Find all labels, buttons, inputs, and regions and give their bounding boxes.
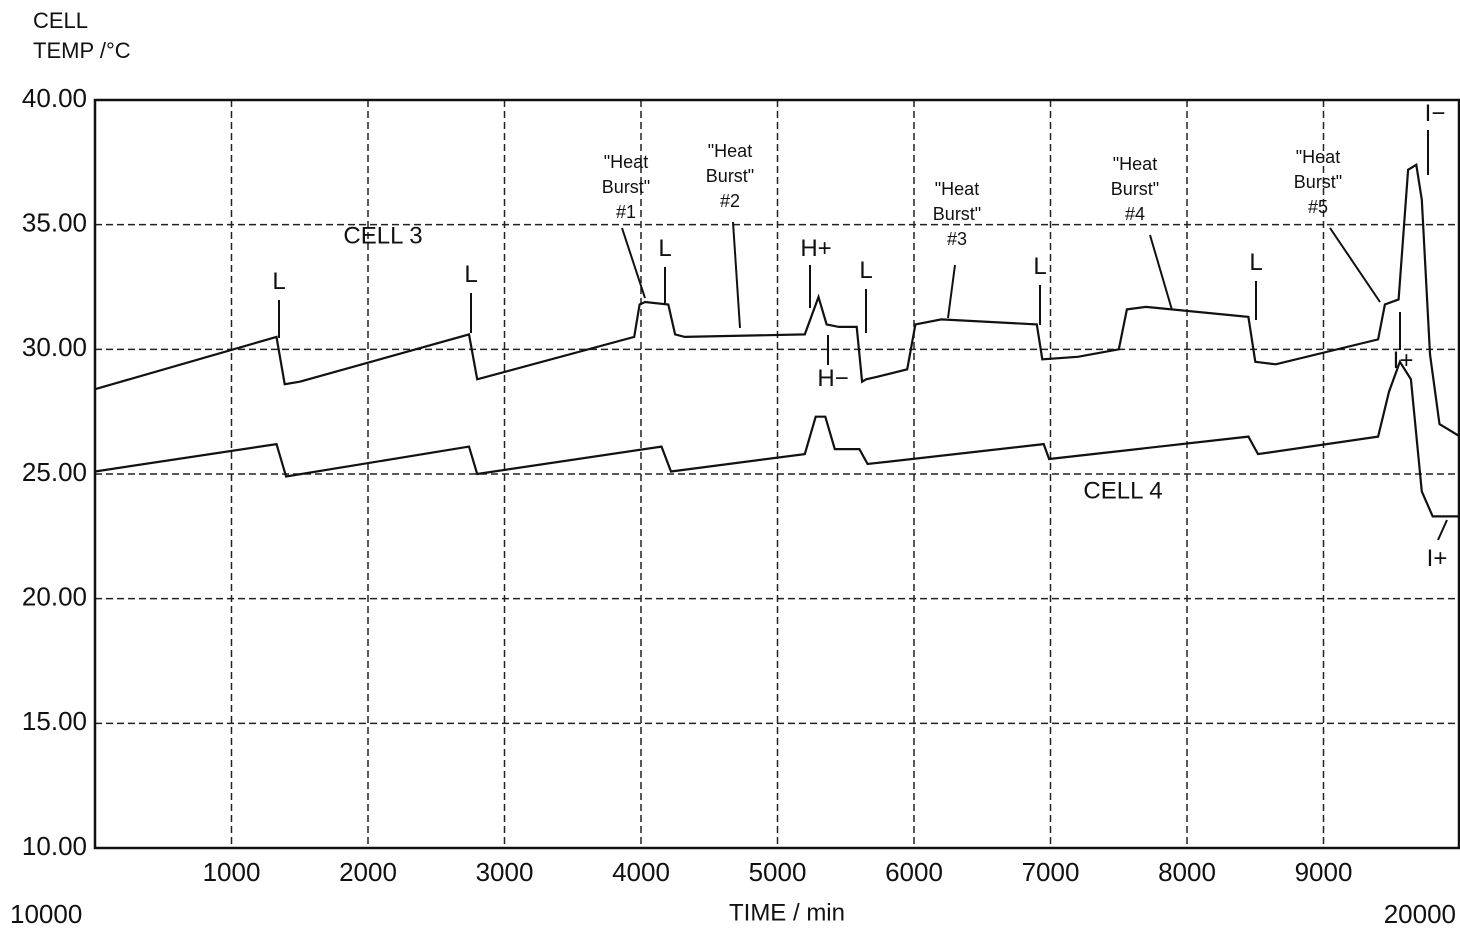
annotation-line: Burst" xyxy=(602,177,650,197)
annotation-line: "Heat xyxy=(604,152,648,172)
y-tick-label: 30.00 xyxy=(22,332,87,362)
y-tick-label: 35.00 xyxy=(22,208,87,238)
data-line xyxy=(94,163,1460,438)
leader-line xyxy=(1329,227,1381,303)
y-tick-label: 20.00 xyxy=(22,582,87,612)
x-tick-label: 9000 xyxy=(1295,857,1353,887)
annotation-line: #2 xyxy=(720,191,740,211)
annotation: L xyxy=(1033,253,1046,280)
annotation: I− xyxy=(1425,100,1446,127)
x-tick-label: 6000 xyxy=(885,857,943,887)
annotation: "Heat Burst" #4 xyxy=(1111,154,1159,224)
annotation: L xyxy=(464,261,477,288)
x-tick-label: 2000 xyxy=(339,857,397,887)
leader-line xyxy=(732,221,741,329)
annotation-line: "Heat xyxy=(1296,147,1340,167)
annotation-line: #5 xyxy=(1308,197,1328,217)
annotation-line: Burst" xyxy=(706,166,754,186)
annotation-line: H− xyxy=(817,365,848,392)
annotation: L xyxy=(272,268,285,295)
annotation-line: "Heat xyxy=(708,141,752,161)
x-tick-label: 1000 xyxy=(203,857,261,887)
annotation-line: Burst" xyxy=(1111,179,1159,199)
annotation: H− xyxy=(817,365,848,392)
annotation-line: #1 xyxy=(616,202,636,222)
annotation-line: #4 xyxy=(1125,204,1145,224)
annotation: "Heat Burst" #5 xyxy=(1294,147,1342,217)
leader-line xyxy=(1149,234,1173,311)
annotation: "Heat Burst" #3 xyxy=(933,179,981,249)
annotation-line: I− xyxy=(1425,100,1446,127)
x-tick-label: 7000 xyxy=(1022,857,1080,887)
y-tick-label: 10.00 xyxy=(22,831,87,861)
annotation-line: H+ xyxy=(800,235,831,262)
annotation-line: I+ xyxy=(1393,347,1414,374)
annotation: I+ xyxy=(1393,347,1414,374)
annotation-line: I+ xyxy=(1427,545,1448,572)
y-axis-label: TEMP /°C xyxy=(33,38,131,63)
plot-frame xyxy=(93,98,1460,850)
x-tick-label: 20000 xyxy=(1384,899,1456,929)
x-tick-label: 5000 xyxy=(749,857,807,887)
x-tick-label: 8000 xyxy=(1158,857,1216,887)
y-tick-label: 25.00 xyxy=(22,457,87,487)
x-tick-label: 4000 xyxy=(612,857,670,887)
x-tick-label: 3000 xyxy=(476,857,534,887)
data-line xyxy=(94,359,1460,518)
annotation-line: "Heat xyxy=(935,179,979,199)
leader-line xyxy=(621,227,646,299)
annotation: I+ xyxy=(1427,545,1448,572)
annotation-line: "Heat xyxy=(1113,154,1157,174)
annotation: "Heat Burst" #1 xyxy=(602,152,650,222)
leader-line xyxy=(947,264,956,319)
annotation: L xyxy=(658,235,671,262)
annotation-line: L xyxy=(658,235,671,262)
annotation-line: L xyxy=(464,261,477,288)
y-axis-label: CELL xyxy=(33,8,88,33)
annotation: L xyxy=(1249,249,1262,276)
annotation-line: L xyxy=(859,257,872,284)
annotation-line: L xyxy=(1249,249,1262,276)
y-tick-label: 15.00 xyxy=(22,706,87,736)
x-tick-label: 10000 xyxy=(10,899,82,929)
annotation: "Heat Burst" #2 xyxy=(706,141,754,211)
annotation-line: L xyxy=(272,268,285,295)
y-tick-label: 40.00 xyxy=(22,83,87,113)
leader-line xyxy=(1437,519,1448,541)
annotation: L xyxy=(859,257,872,284)
annotation-line: Burst" xyxy=(933,204,981,224)
x-axis-label: TIME / min xyxy=(729,899,845,926)
annotation-line: #3 xyxy=(947,229,967,249)
annotation: H+ xyxy=(800,235,831,262)
series-label: CELL 4 xyxy=(1083,477,1162,504)
annotation-line: Burst" xyxy=(1294,172,1342,192)
annotation-line: L xyxy=(1033,253,1046,280)
series-label: CELL 3 xyxy=(343,222,422,249)
